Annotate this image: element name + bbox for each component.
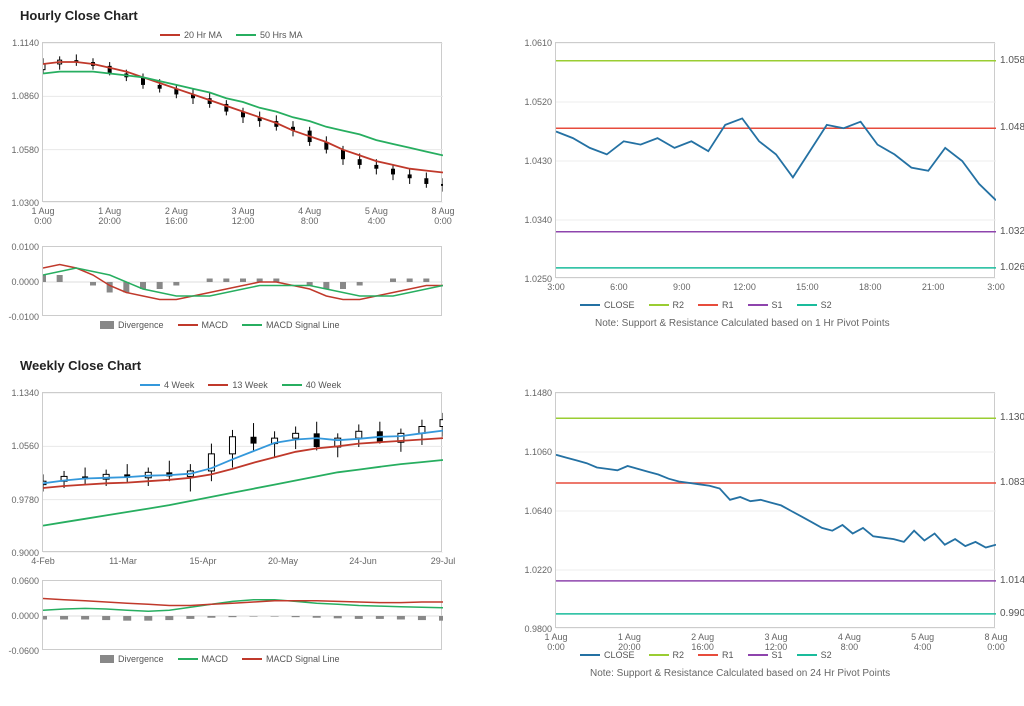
weekly-pivot-note: Note: Support & Resistance Calculated ba… <box>590 668 890 679</box>
weekly-price-legend: 4 Week13 Week40 Week <box>140 380 341 390</box>
hourly-pivot-note: Note: Support & Resistance Calculated ba… <box>595 318 890 329</box>
hourly-pivot-legend: CLOSER2R1S1S2 <box>580 300 832 310</box>
hourly-pivot-chart: 1.02501.03401.04301.05201.06103:006:009:… <box>555 42 995 278</box>
hourly-macd-legend: DivergenceMACDMACD Signal Line <box>100 320 340 330</box>
hourly-price-chart: 1.03001.05801.08601.11401 Aug 0:001 Aug … <box>42 42 442 202</box>
weekly-macd-legend: DivergenceMACDMACD Signal Line <box>100 654 340 664</box>
weekly-title: Weekly Close Chart <box>20 358 141 373</box>
hourly-title: Hourly Close Chart <box>20 8 138 23</box>
weekly-pivot-chart: 0.98001.02201.06401.10601.14801 Aug 0:00… <box>555 392 995 628</box>
hourly-price-legend: 20 Hr MA50 Hrs MA <box>160 30 303 40</box>
weekly-macd-chart: -0.06000.00000.0600 <box>42 580 442 650</box>
hourly-macd-chart: -0.01000.00000.0100 <box>42 246 442 316</box>
weekly-price-chart: 0.90000.97801.05601.13404-Feb11-Mar15-Ap… <box>42 392 442 552</box>
weekly-pivot-legend: CLOSER2R1S1S2 <box>580 650 832 660</box>
